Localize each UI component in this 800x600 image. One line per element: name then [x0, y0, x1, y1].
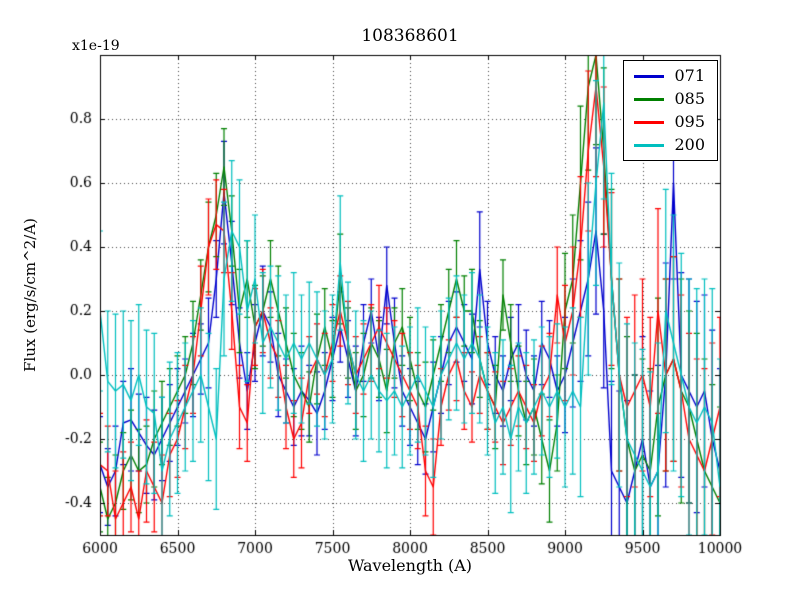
legend-line-swatch: [634, 143, 665, 147]
legend-entry: 085: [634, 91, 705, 107]
legend-label: 095: [674, 112, 705, 131]
legend-label: 071: [674, 66, 705, 85]
legend-label: 085: [674, 89, 705, 108]
legend-label: 200: [674, 135, 705, 154]
legend-entry: 095: [634, 114, 705, 130]
legend: 071 085 095 200: [623, 60, 718, 161]
chart-title: 108368601: [361, 26, 459, 46]
y-axis-label: Flux (erg/s/cm^2/A): [21, 218, 39, 372]
legend-line-swatch: [634, 97, 665, 101]
y-axis-offset-label: x1e-19: [72, 38, 120, 54]
legend-line-swatch: [634, 120, 665, 124]
legend-entry: 200: [634, 137, 705, 153]
x-axis-label: Wavelength (A): [347, 556, 473, 575]
legend-line-swatch: [634, 74, 665, 78]
legend-entry: 071: [634, 68, 705, 84]
